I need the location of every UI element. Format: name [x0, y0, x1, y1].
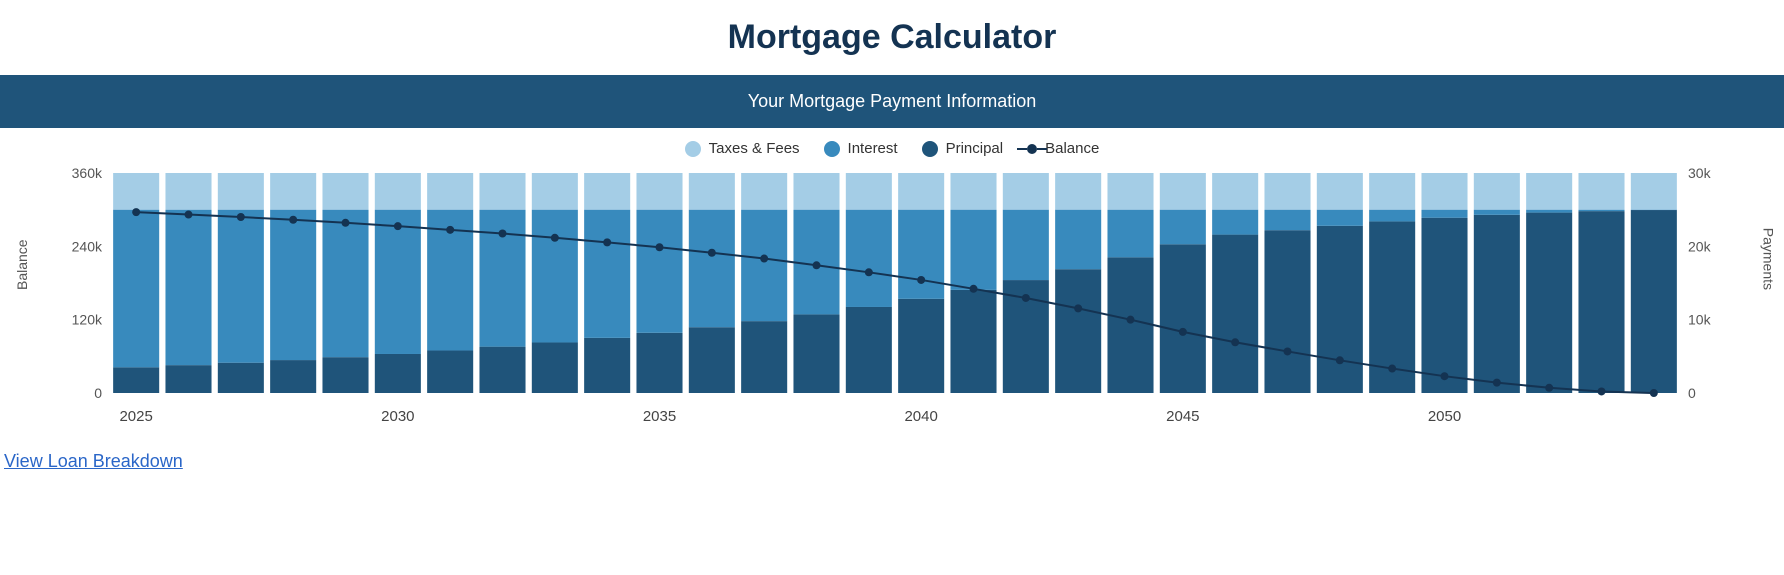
svg-text:2050: 2050 [1428, 408, 1461, 425]
marker-icon [1027, 144, 1037, 154]
svg-text:360k: 360k [72, 165, 103, 181]
y-axis-left-label: Balance [14, 239, 30, 290]
page-title: Mortgage Calculator [0, 18, 1784, 57]
svg-text:2045: 2045 [1166, 408, 1199, 425]
svg-text:120k: 120k [72, 312, 103, 328]
mortgage-chart: 0 120k 240k 360k 0 10k 20k 30k 2025 2030 2035 2040 2… [40, 163, 1740, 433]
svg-text:10k: 10k [1688, 312, 1712, 328]
svg-text:20k: 20k [1688, 238, 1712, 254]
chart-legend: Taxes & Fees Interest Principal Balance [0, 128, 1784, 163]
svg-text:0: 0 [94, 385, 102, 401]
legend-taxes[interactable]: Taxes & Fees [685, 140, 800, 157]
y-axis-right-label: Payments [1760, 228, 1776, 290]
info-banner: Your Mortgage Payment Information [0, 75, 1784, 128]
svg-text:0: 0 [1688, 385, 1696, 401]
legend-balance[interactable]: Balance [1027, 140, 1099, 157]
legend-label: Balance [1045, 140, 1099, 157]
legend-interest[interactable]: Interest [824, 140, 898, 157]
legend-principal[interactable]: Principal [922, 140, 1004, 157]
svg-text:2030: 2030 [381, 408, 414, 425]
swatch-taxes [685, 141, 701, 157]
svg-text:2035: 2035 [643, 408, 676, 425]
view-loan-breakdown-link[interactable]: View Loan Breakdown [4, 451, 183, 472]
chart-container: Balance Payments 0 120k 240k 360k 0 10k 20k 30k… [0, 163, 1784, 433]
legend-label: Interest [848, 140, 898, 157]
svg-text:2040: 2040 [904, 408, 937, 425]
svg-text:2025: 2025 [119, 408, 152, 425]
legend-label: Principal [946, 140, 1004, 157]
svg-text:240k: 240k [72, 238, 103, 254]
swatch-principal [922, 141, 938, 157]
legend-label: Taxes & Fees [709, 140, 800, 157]
swatch-interest [824, 141, 840, 157]
svg-text:30k: 30k [1688, 165, 1712, 181]
